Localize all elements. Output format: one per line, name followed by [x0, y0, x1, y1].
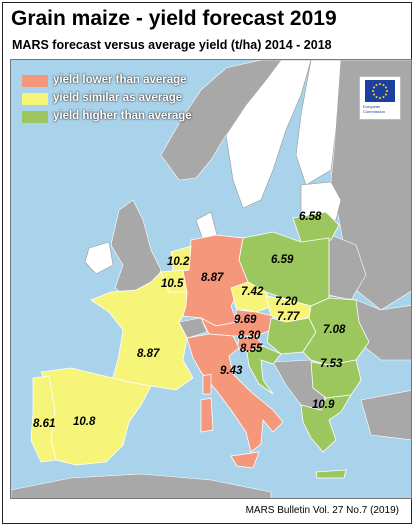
- source-citation: MARS Bulletin Vol. 27 No.7 (2019): [245, 505, 399, 516]
- map-figure: Grain maize - yield forecast 2019 MARS f…: [2, 2, 412, 524]
- value-label-italy: 9.43: [220, 365, 243, 377]
- italy-region: [186, 333, 284, 453]
- legend-swatch-higher: [22, 111, 48, 123]
- value-label-greece: 10.9: [312, 399, 335, 411]
- bulgaria-region: [310, 359, 362, 399]
- value-label-hungary: 7.77: [277, 311, 300, 323]
- portugal-region: [30, 375, 57, 463]
- page-subtitle: MARS forecast versus average yield (t/ha…: [12, 38, 332, 52]
- sicily-region: [230, 451, 260, 469]
- value-label-bulgaria: 7.53: [320, 358, 343, 370]
- value-label-slovenia: 8.30: [238, 330, 261, 342]
- north-africa-region: [11, 473, 272, 498]
- value-label-portugal: 8.61: [33, 418, 56, 430]
- crete-region: [315, 469, 347, 479]
- value-label-netherlands: 10.5: [161, 278, 184, 290]
- yield-map: yield lower than average yield similar a…: [10, 59, 412, 499]
- value-label-poland: 6.59: [271, 254, 294, 266]
- legend-label-similar: yield similar as average: [53, 92, 183, 104]
- value-label-lithuania: 6.58: [299, 211, 322, 223]
- sweden-region: [225, 60, 312, 209]
- value-label-slovakia: 7.20: [275, 296, 298, 308]
- netherlands-region: [170, 245, 192, 273]
- baltic-states-region: [300, 181, 342, 221]
- value-label-spain: 10.8: [73, 416, 96, 428]
- value-label-germany: 8.87: [201, 272, 224, 284]
- logo-wordmark: European Commission: [363, 104, 386, 114]
- value-label-belgium: 10.2: [167, 256, 190, 268]
- croatia-region: [246, 345, 282, 395]
- legend-label-higher: yield higher than average: [53, 110, 192, 122]
- value-label-austria: 9.69: [234, 314, 257, 326]
- greece-region: [300, 394, 352, 453]
- legend-label-lower: yield lower than average: [53, 74, 187, 86]
- ireland-region: [84, 241, 114, 275]
- value-label-romania: 7.08: [323, 324, 346, 336]
- page-title: Grain maize - yield forecast 2019: [11, 7, 337, 30]
- finland-region: [295, 60, 342, 186]
- value-label-croatia: 8.55: [240, 343, 263, 355]
- legend-swatch-similar: [22, 93, 48, 105]
- eu-flag-icon: [365, 80, 395, 102]
- sardinia-region: [200, 397, 214, 433]
- european-commission-logo: European Commission: [359, 76, 401, 120]
- lithuania-region: [292, 211, 340, 243]
- legend-swatch-lower: [22, 75, 48, 87]
- value-label-czechia: 7.42: [241, 286, 264, 298]
- map-canvas: [11, 60, 411, 498]
- value-label-france: 8.87: [137, 348, 160, 360]
- turkey-region: [360, 390, 411, 441]
- corsica-region: [202, 373, 212, 395]
